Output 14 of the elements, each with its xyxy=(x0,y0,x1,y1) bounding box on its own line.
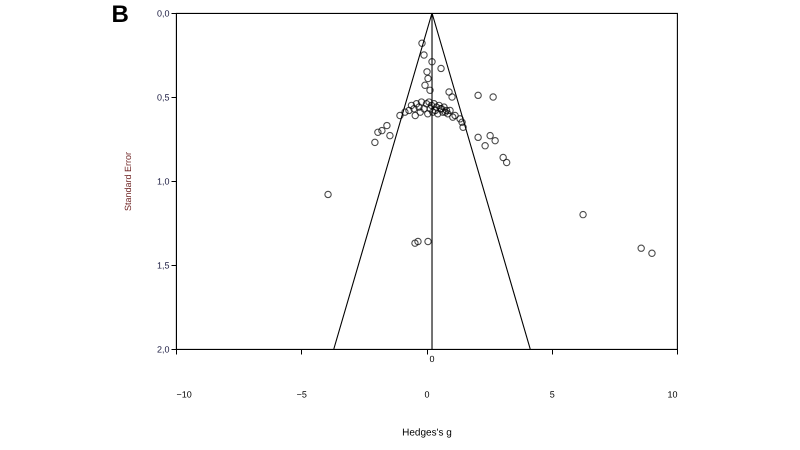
x-tick-label: 10 xyxy=(667,390,678,400)
x-tick-label: 5 xyxy=(550,390,555,400)
y-tick-label: 1,5 xyxy=(156,260,170,270)
y-tick-label: 2,0 xyxy=(156,344,170,354)
x-tick-label: 0 xyxy=(424,390,430,400)
y-tick-label: 0,0 xyxy=(156,8,170,18)
y-tick-label: 0,5 xyxy=(156,92,170,102)
y-axis-title: Standard Error xyxy=(122,152,133,212)
y-tick-label: 1,0 xyxy=(156,176,170,186)
x-tick-label: −10 xyxy=(176,390,192,400)
x-tick-label: −5 xyxy=(296,390,307,400)
x-axis-title: Hedges's g xyxy=(402,428,452,438)
ref-line-label: 0 xyxy=(430,354,435,364)
chart-title: B xyxy=(111,1,129,28)
